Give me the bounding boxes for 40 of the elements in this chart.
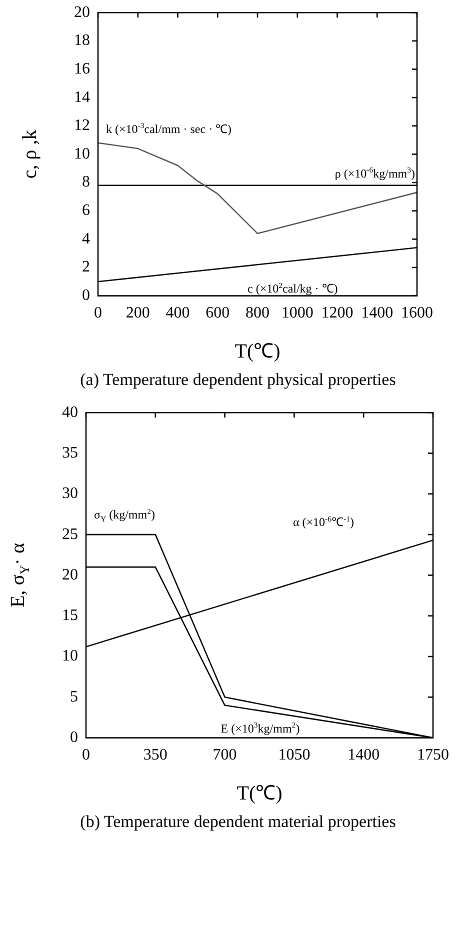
- x-axis-title: T(℃): [234, 340, 280, 362]
- y-tick-label: 0: [70, 729, 78, 746]
- x-axis-title: T(℃): [236, 782, 282, 804]
- y-tick-label: 14: [74, 88, 90, 106]
- x-tick-label: 1750: [417, 746, 449, 764]
- x-tick-label: 1200: [321, 304, 354, 322]
- y-axis-title: c, ρ ,k: [19, 130, 41, 179]
- y-tick-label: 10: [62, 648, 78, 665]
- x-tick-label: 1400: [348, 746, 380, 764]
- y-tick-label: 12: [74, 117, 90, 134]
- y-tick-label: 18: [74, 32, 90, 50]
- y-tick-label: 20: [74, 4, 90, 21]
- x-tick-label: 1400: [361, 304, 394, 322]
- y-tick-label: 40: [62, 404, 78, 421]
- y-axis-title: E, σY· α: [7, 542, 32, 608]
- y-tick-label: 4: [82, 230, 90, 248]
- x-tick-label: 0: [94, 304, 102, 322]
- x-tick-label: 1050: [278, 746, 310, 764]
- y-tick-label: 16: [74, 60, 90, 78]
- y-tick-label: 30: [62, 485, 78, 502]
- y-tick-label: 8: [82, 174, 90, 191]
- x-tick-label: 1600: [401, 304, 433, 322]
- x-tick-label: 600: [206, 304, 230, 322]
- x-tick-label: 400: [166, 304, 190, 322]
- y-tick-label: 5: [70, 688, 78, 706]
- y-tick-label: 20: [62, 566, 78, 584]
- y-tick-label: 0: [82, 287, 90, 304]
- x-tick-label: 1000: [281, 304, 314, 322]
- y-tick-label: 35: [62, 444, 78, 462]
- y-tick-label: 2: [82, 258, 90, 276]
- y-tick-label: 10: [74, 145, 90, 162]
- x-tick-label: 350: [143, 746, 168, 764]
- text: (a) Temperature dependent physical properties: [79, 370, 397, 390]
- x-tick-label: 200: [126, 304, 150, 322]
- y-tick-label: 6: [82, 202, 90, 220]
- text: (b) Temperature dependent material properties: [79, 812, 397, 832]
- y-tick-label: 15: [62, 607, 78, 624]
- y-tick-label: 25: [62, 526, 78, 543]
- x-tick-label: 800: [246, 304, 270, 322]
- x-tick-label: 700: [212, 746, 237, 764]
